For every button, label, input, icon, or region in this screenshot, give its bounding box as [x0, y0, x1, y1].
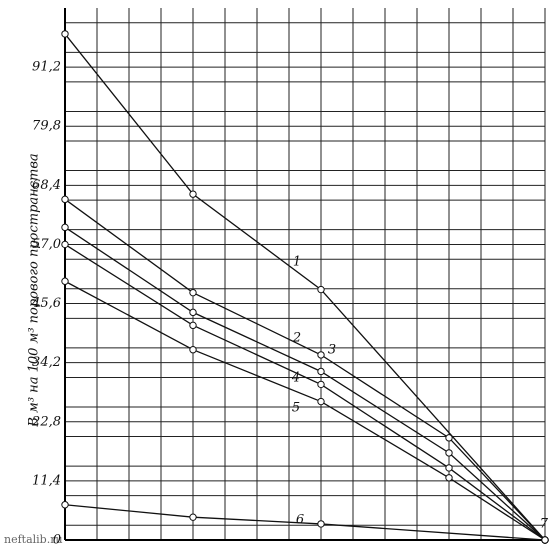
series-line: [64, 504, 546, 541]
data-point: [189, 190, 197, 198]
y-tick-label: 45,6: [31, 296, 61, 311]
data-point: [317, 367, 325, 376]
annotation: 7: [540, 517, 549, 532]
data-point: [189, 321, 197, 330]
y-tick-label: 79,8: [32, 119, 61, 134]
series-line: [64, 33, 546, 541]
data-point: [445, 474, 453, 482]
data-point: [317, 380, 325, 389]
y-tick-label: 0: [53, 533, 61, 548]
y-tick-label: 11,4: [32, 473, 61, 488]
y-tick-label: 91,2: [32, 60, 61, 75]
series-label: 1: [293, 255, 301, 270]
series-label: 2: [292, 331, 301, 346]
data-point: [445, 449, 453, 457]
data-point: [61, 501, 69, 509]
data-point: [189, 308, 197, 317]
watermark: neftalib.ru: [4, 533, 63, 546]
series-line: [64, 198, 546, 541]
data-point: [445, 434, 453, 442]
data-point: [61, 277, 69, 285]
data-point: [189, 346, 197, 354]
data-point: [61, 240, 69, 249]
data-point: [189, 288, 197, 297]
data-point: [317, 351, 325, 359]
data-point: [317, 285, 325, 294]
data-point: [61, 30, 69, 38]
data-point: [61, 195, 69, 204]
data-point: [189, 513, 197, 521]
series-label: 6: [296, 513, 304, 528]
data-point: [317, 520, 325, 528]
series-label: 3: [328, 343, 336, 358]
data-point: [61, 223, 69, 232]
y-tick-label: 34,2: [32, 355, 61, 370]
y-tick-label: 68,4: [32, 178, 61, 193]
y-tick-label: 22,8: [31, 414, 61, 429]
y-axis-label: В м³ на 100 м³ порового пространства: [27, 153, 42, 427]
series-label: 4: [291, 371, 300, 386]
y-tick-label: 57,0: [32, 237, 61, 252]
data-point: [317, 397, 325, 406]
data-point: [445, 464, 453, 472]
data-point: [541, 536, 549, 544]
series-label: 5: [292, 401, 300, 416]
series-line: [64, 280, 546, 541]
